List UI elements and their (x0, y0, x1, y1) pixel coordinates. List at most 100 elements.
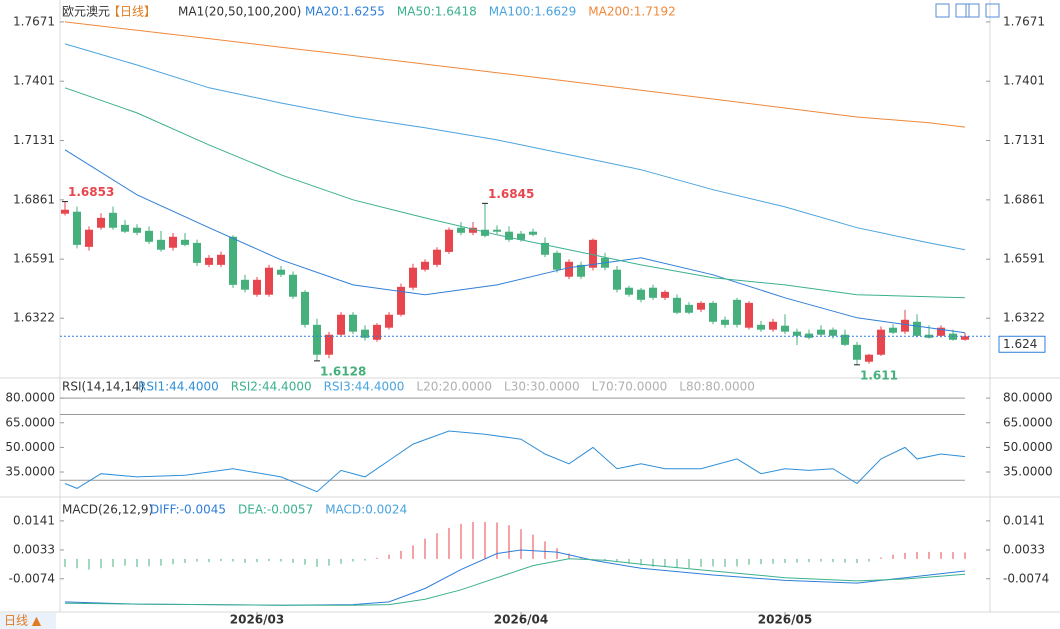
legend-entry: MACD:0.0024 (325, 503, 407, 517)
candle-body (541, 242, 549, 255)
legend-entry: MA100:1.6629 (489, 5, 577, 19)
candle-body (181, 239, 189, 245)
candle-body (157, 239, 165, 250)
y-tick-label: 1.7671 (13, 14, 55, 28)
candle-body (685, 304, 693, 313)
y-tick-label: 1.6322 (13, 311, 55, 325)
legend-entry: MA20:1.6255 (305, 5, 385, 19)
candle-body (373, 324, 381, 340)
candle-body (709, 302, 717, 322)
y-tick-label: 1.6861 (13, 192, 55, 206)
y-tick-label-right: -0.0074 (1003, 571, 1049, 585)
last-price-box (998, 335, 1046, 353)
y-tick-label-right: 1.7671 (1003, 14, 1045, 28)
legend-entry: RSI2:44.4000 (231, 380, 312, 394)
candle-body (673, 297, 681, 313)
y-tick-label-right: 0.0141 (1003, 513, 1045, 527)
extreme-label: 1.6128 (320, 364, 366, 378)
candle-body (793, 331, 801, 336)
candle-body (565, 261, 573, 277)
extreme-label: 1.6845 (488, 187, 534, 201)
ma-line (64, 21, 966, 128)
y-tick-label: 0.0033 (13, 542, 55, 556)
candle-body (85, 229, 93, 247)
candle-body (817, 329, 825, 335)
y-tick-label-right: 65.0000 (1003, 415, 1053, 429)
y-tick-label: -0.0074 (9, 571, 55, 585)
indicator-label: MA1(20,50,100,200) (178, 5, 301, 19)
legend-entry: RSI3:44.4000 (324, 380, 405, 394)
y-tick-label-right: 35.0000 (1003, 465, 1053, 479)
candle-body (661, 291, 669, 298)
candle-body (877, 329, 885, 355)
y-tick-label-right: 50.0000 (1003, 440, 1053, 454)
candle-body (277, 269, 285, 275)
macd-line (64, 558, 966, 606)
period-button-bg[interactable] (0, 613, 56, 629)
candle-body (697, 302, 705, 310)
candle-body (241, 279, 249, 290)
candle-body (961, 336, 969, 340)
legend-entry: MA200:1.7192 (588, 5, 676, 19)
extreme-label: 1.6853 (68, 185, 114, 199)
move-icon[interactable] (965, 3, 980, 18)
candle-body (781, 325, 789, 332)
period-button[interactable]: 日线 ▲ (4, 614, 42, 628)
legend-entry: RSI1:44.4000 (138, 380, 219, 394)
legend-entry: DIFF:-0.0045 (150, 503, 226, 517)
candle-body (289, 274, 297, 297)
y-tick-label: 0.0141 (13, 513, 55, 527)
legend-entry: DEA:-0.0057 (238, 503, 313, 517)
candle-body (73, 211, 81, 245)
candle-body (493, 229, 501, 232)
ma-line (64, 87, 966, 299)
candle-body (445, 229, 453, 252)
candle-body (613, 269, 621, 290)
candle-body (901, 319, 909, 332)
rsi-title: RSI(14,14,14) (62, 380, 144, 394)
candle-body (757, 324, 765, 330)
candle-body (529, 231, 537, 235)
candle-body (829, 329, 837, 336)
candle-body (505, 231, 513, 240)
candle-body (109, 212, 117, 228)
toolbar (935, 3, 1000, 18)
fullscreen-icon[interactable] (985, 3, 1000, 18)
candle-body (361, 329, 369, 338)
candle-body (421, 261, 429, 270)
candle-body (589, 239, 597, 268)
candle-body (649, 287, 657, 298)
candle-body (205, 257, 213, 265)
candle-body (481, 229, 489, 236)
candle-body (469, 227, 477, 233)
candle-body (409, 267, 417, 288)
x-tick-label: 2026/03 (230, 613, 284, 627)
y-tick-label-right: 1.7401 (1003, 74, 1045, 88)
y-tick-label: 1.7401 (13, 74, 55, 88)
candle-body (169, 236, 177, 248)
candle-body (865, 354, 873, 362)
candle-body (805, 333, 813, 338)
y-tick-label: 35.0000 (5, 465, 55, 479)
candle-body (325, 334, 333, 355)
extreme-label: 1.611 (860, 368, 898, 382)
y-tick-label-right: 1.6322 (1003, 311, 1045, 325)
level-legend: L70:70.0000 (592, 380, 668, 394)
candle-body (433, 249, 441, 265)
ma-line (64, 43, 966, 251)
chart-title: 欧元澳元 (62, 5, 110, 19)
candle-body (133, 227, 141, 233)
x-tick-label: 2026/05 (758, 613, 812, 627)
candle-body (121, 224, 129, 232)
candle-body (745, 302, 753, 328)
candle-body (721, 319, 729, 325)
zoom-icon[interactable] (935, 3, 950, 18)
last-price-label: 1.624 (1003, 337, 1037, 351)
candle-body (937, 327, 945, 336)
shrink-icon[interactable] (955, 3, 970, 18)
y-tick-label-right: 1.7131 (1003, 133, 1045, 147)
candle-body (313, 324, 321, 355)
y-tick-label-right: 1.6861 (1003, 192, 1045, 206)
level-legend: L30:30.0000 (504, 380, 580, 394)
candle-body (889, 327, 897, 333)
